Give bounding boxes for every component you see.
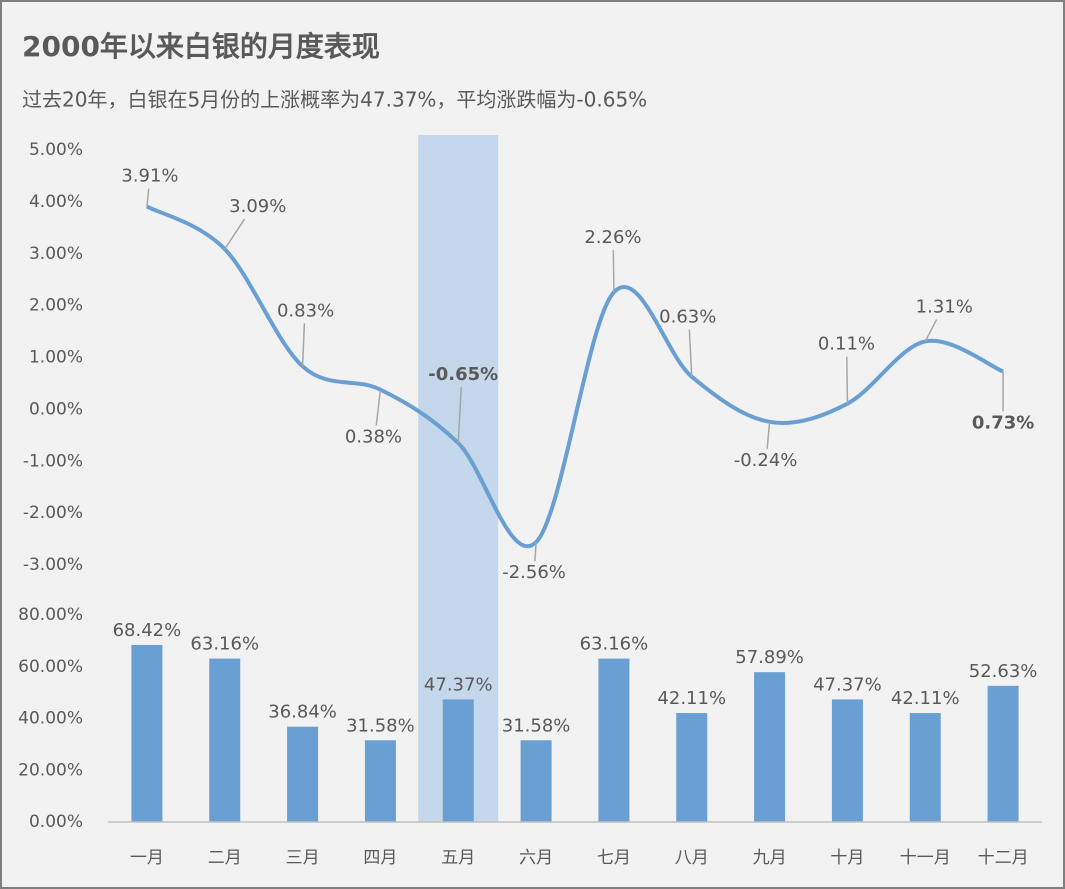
leader-line	[688, 329, 693, 377]
y-tick-label: 3.00%	[29, 244, 83, 264]
data-label: 68.42%	[113, 620, 182, 641]
bar	[287, 726, 319, 822]
y-tick-label: 0.00%	[29, 399, 83, 419]
data-label: 63.16%	[190, 634, 259, 655]
data-label: 36.84%	[268, 702, 337, 723]
leader-line	[612, 250, 615, 293]
leader-line	[534, 542, 537, 562]
x-tick-label: 二月	[208, 848, 242, 868]
bar	[598, 658, 630, 822]
bar	[442, 699, 474, 822]
data-label: 42.11%	[657, 688, 726, 709]
data-label: 31.58%	[346, 715, 415, 736]
x-tick-label: 一月	[130, 848, 164, 868]
data-label: 47.37%	[424, 674, 493, 695]
data-label: 52.63%	[969, 661, 1038, 682]
bar	[987, 685, 1019, 822]
chart-subtitle: 过去20年，白银在5月份的上涨概率为47.37%，平均涨跌幅为-0.65%	[22, 88, 647, 112]
leader-line	[846, 356, 849, 404]
leader-line	[766, 421, 771, 449]
y-tick-label: 40.00%	[18, 709, 83, 729]
data-label: 0.38%	[345, 427, 402, 448]
x-tick-label: 十二月	[978, 848, 1029, 868]
y-tick-label: 1.00%	[29, 348, 83, 368]
bar	[209, 658, 241, 822]
bar	[831, 699, 863, 822]
data-label: 2.26%	[584, 227, 641, 248]
data-label: 0.63%	[659, 307, 716, 328]
chart-title: 2000年以来白银的月度表现	[22, 30, 380, 63]
line	[145, 204, 1004, 548]
bar	[754, 672, 786, 822]
y-tick-label: 2.00%	[29, 296, 83, 316]
x-tick-label: 五月	[441, 848, 475, 868]
data-label: -2.56%	[502, 562, 566, 583]
leader-line	[924, 319, 938, 342]
x-tick-label: 十月	[830, 848, 864, 868]
y-tick-label: -1.00%	[23, 451, 83, 471]
data-label: 3.09%	[229, 196, 286, 217]
bar	[364, 740, 396, 822]
bar	[131, 644, 163, 822]
x-tick-label: 九月	[753, 848, 787, 868]
data-label: 0.73%	[972, 413, 1034, 434]
bar	[909, 713, 941, 822]
y-tick-label: 60.00%	[18, 657, 83, 677]
x-tick-label: 七月	[597, 848, 631, 868]
data-label: 47.37%	[813, 674, 882, 695]
data-label: 57.89%	[735, 647, 804, 668]
bar	[676, 713, 708, 822]
bar	[520, 740, 552, 822]
leader-line	[457, 387, 462, 444]
data-label: -0.65%	[428, 364, 498, 385]
data-label: 42.11%	[891, 688, 960, 709]
data-label: 1.31%	[916, 296, 973, 317]
y-tick-label: 4.00%	[29, 192, 83, 212]
data-label: -0.24%	[734, 450, 798, 471]
y-tick-label: -3.00%	[23, 555, 83, 575]
leader-line	[375, 389, 382, 426]
y-tick-label: 20.00%	[18, 760, 83, 780]
x-tick-label: 六月	[519, 848, 553, 868]
x-tick-label: 四月	[363, 848, 397, 868]
data-label: 0.83%	[277, 300, 334, 321]
data-label: 63.16%	[580, 634, 649, 655]
y-tick-label: 0.00%	[29, 812, 83, 832]
leader-line	[146, 188, 150, 207]
y-tick-label: 5.00%	[29, 140, 83, 160]
data-label: 31.58%	[502, 715, 571, 736]
data-label: 0.11%	[818, 334, 875, 355]
y-tick-label: 80.00%	[18, 605, 83, 625]
y-tick-label: -2.00%	[23, 503, 83, 523]
x-tick-label: 十一月	[900, 848, 951, 868]
x-tick-label: 八月	[675, 848, 709, 868]
leader-line	[224, 218, 246, 250]
data-label: 3.91%	[121, 166, 178, 187]
x-tick-label: 三月	[286, 848, 320, 868]
leader-line	[301, 323, 306, 367]
